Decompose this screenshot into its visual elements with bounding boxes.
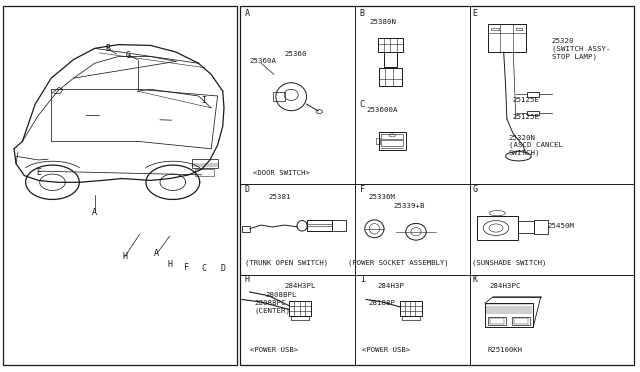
Text: (SUNSHADE SWITCH): (SUNSHADE SWITCH) <box>472 259 547 266</box>
Text: 25339+B: 25339+B <box>394 203 425 209</box>
Bar <box>240 6 634 365</box>
Text: K: K <box>472 275 477 284</box>
Text: H: H <box>167 260 172 269</box>
Bar <box>527 92 539 97</box>
Text: 25336M: 25336M <box>368 194 395 200</box>
Text: 25360A: 25360A <box>250 58 276 64</box>
Bar <box>192 159 218 168</box>
Text: <POWER USB>: <POWER USB> <box>250 347 298 353</box>
Bar <box>491 28 499 30</box>
Bar <box>381 140 403 146</box>
Text: A: A <box>92 208 97 217</box>
Text: (POWER SOCKET ASSEMBLY): (POWER SOCKET ASSEMBLY) <box>348 259 448 266</box>
Bar <box>514 318 528 324</box>
Text: F: F <box>184 263 189 272</box>
Bar <box>516 28 522 30</box>
Bar <box>379 68 402 86</box>
Bar <box>488 24 526 52</box>
Text: A: A <box>244 9 250 17</box>
Text: <DOOR SWITCH>: <DOOR SWITCH> <box>253 170 310 176</box>
Bar <box>376 138 380 144</box>
Text: 284H3PC: 284H3PC <box>490 283 521 289</box>
Bar <box>291 316 309 320</box>
Text: C: C <box>201 264 206 273</box>
Text: E: E <box>36 169 41 177</box>
Bar <box>488 317 506 325</box>
Text: H: H <box>122 252 127 261</box>
Text: 25320N: 25320N <box>509 135 536 141</box>
Text: 25380N: 25380N <box>370 19 397 25</box>
Bar <box>534 220 548 234</box>
Text: (CENTER): (CENTER) <box>254 307 290 314</box>
Bar <box>527 111 539 115</box>
Bar <box>518 221 534 232</box>
Text: D: D <box>244 185 250 194</box>
Bar <box>273 92 285 101</box>
Bar <box>242 226 250 232</box>
Bar <box>400 301 422 316</box>
Text: 284H3PL: 284H3PL <box>285 283 316 289</box>
Text: 25320: 25320 <box>552 38 574 44</box>
Text: 25360: 25360 <box>285 51 307 57</box>
Text: I: I <box>201 96 206 105</box>
Bar <box>490 318 504 324</box>
Text: B: B <box>105 44 110 53</box>
Text: F: F <box>360 185 365 194</box>
Bar <box>3 6 237 365</box>
Bar <box>332 220 346 231</box>
Text: 2808BPL: 2808BPL <box>266 292 297 298</box>
Bar <box>378 38 403 52</box>
Text: SWITCH): SWITCH) <box>509 149 540 156</box>
Bar <box>512 317 530 325</box>
Text: D: D <box>220 264 225 273</box>
Text: 25125E: 25125E <box>512 114 539 120</box>
Text: <POWER USB>: <POWER USB> <box>362 347 410 353</box>
Text: (TRUNK OPEN SWITCH): (TRUNK OPEN SWITCH) <box>245 259 328 266</box>
Text: 28188P: 28188P <box>368 300 395 306</box>
Text: 25125E: 25125E <box>512 97 539 103</box>
Text: (ASCD CANCEL: (ASCD CANCEL <box>509 142 563 148</box>
Text: R25100KH: R25100KH <box>488 347 523 353</box>
Text: 253600A: 253600A <box>366 108 397 113</box>
Text: H: H <box>244 275 250 284</box>
Bar <box>195 169 214 176</box>
Bar <box>379 132 406 150</box>
Bar <box>477 216 518 240</box>
Bar <box>381 134 403 139</box>
Bar <box>485 303 533 327</box>
Text: (SWITCH ASSY-: (SWITCH ASSY- <box>552 46 610 52</box>
Text: E: E <box>472 9 477 17</box>
Text: STOP LAMP): STOP LAMP) <box>552 53 596 60</box>
Text: B: B <box>360 9 365 17</box>
Text: 25450M: 25450M <box>547 223 574 229</box>
Text: 284H3P: 284H3P <box>378 283 404 289</box>
Text: 28088PC: 28088PC <box>254 300 285 306</box>
Text: G: G <box>125 51 131 60</box>
Bar <box>402 316 420 320</box>
Text: G: G <box>472 185 477 194</box>
Bar <box>289 301 311 316</box>
Bar <box>307 220 332 231</box>
Text: 25381: 25381 <box>269 194 291 200</box>
Text: A: A <box>154 249 159 258</box>
Text: C: C <box>360 100 365 109</box>
Text: I: I <box>360 275 365 284</box>
